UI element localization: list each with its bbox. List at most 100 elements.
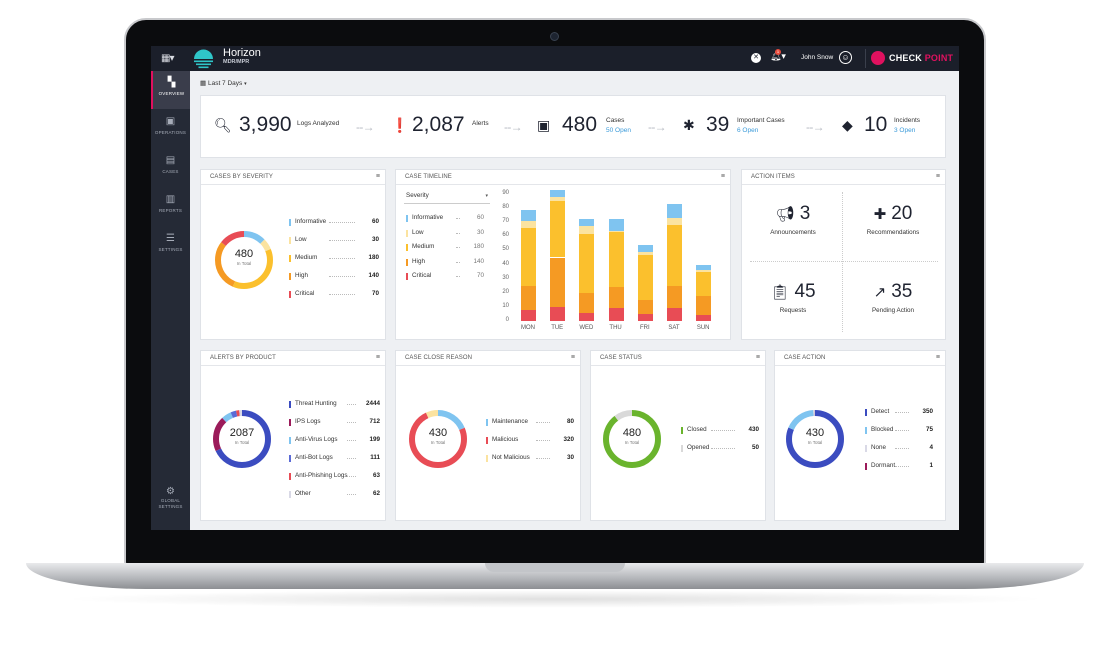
bar-segment[interactable] [521, 227, 536, 286]
panel-menu-icon[interactable]: ≡ [570, 354, 575, 361]
panel-menu-icon[interactable]: ≡ [375, 354, 380, 361]
donut-slice[interactable] [409, 410, 467, 468]
legend-label[interactable]: Informative [295, 218, 327, 225]
sidebar-item-cases[interactable]: ▤ CASES [151, 149, 190, 187]
legend-label[interactable]: Malicious [492, 436, 519, 443]
bar-segment[interactable] [608, 219, 624, 231]
legend-label[interactable]: Opened [687, 444, 710, 451]
bar-segment[interactable] [608, 287, 624, 309]
legend-value: 60 [476, 214, 484, 221]
donut-slice[interactable] [215, 231, 273, 289]
stat-value[interactable]: 10 [864, 113, 888, 136]
legend-label[interactable]: None [871, 444, 887, 451]
bar-segment[interactable] [521, 209, 536, 221]
close-icon[interactable]: ✕ [751, 53, 761, 63]
action-item-recommendations[interactable]: ✚ 20 Recommendations [848, 203, 938, 236]
bar-segment[interactable] [579, 226, 595, 234]
legend-label[interactable]: Low [295, 236, 307, 243]
legend-label[interactable]: Anti-Bot Logs [295, 454, 333, 461]
legend-label[interactable]: Informative [412, 214, 444, 221]
donut-slice[interactable] [409, 410, 467, 468]
bar-segment[interactable] [550, 196, 566, 202]
legend-label[interactable]: Anti-Virus Logs [295, 436, 338, 443]
user-avatar-icon[interactable]: ☺ [839, 51, 852, 64]
user-name[interactable]: John Snow [801, 54, 834, 61]
bar-segment[interactable] [696, 264, 712, 271]
stat-value[interactable]: 39 [706, 113, 730, 136]
legend-label[interactable]: Detect [871, 408, 890, 415]
legend-label[interactable]: Anti-Phishing Logs [295, 472, 348, 479]
bar-segment[interactable] [696, 295, 712, 316]
bar-segment[interactable] [696, 271, 712, 296]
legend-label[interactable]: High [295, 272, 308, 279]
bar-segment[interactable] [637, 313, 653, 321]
bar-segment[interactable] [696, 270, 712, 272]
sidebar-item-settings[interactable]: ☰ SETTINGS [151, 227, 190, 265]
donut-slice[interactable] [215, 231, 273, 289]
legend-label[interactable]: Maintenance [492, 418, 529, 425]
legend-label[interactable]: Medium [295, 254, 318, 261]
bar-segment[interactable] [637, 254, 653, 300]
bar-segment[interactable] [608, 232, 624, 288]
bar-segment[interactable] [550, 201, 566, 258]
bar-segment[interactable] [521, 220, 536, 228]
series-select[interactable]: Severity ▾ [404, 192, 490, 204]
bar-segment[interactable] [550, 189, 566, 197]
panel-menu-icon[interactable]: ≡ [935, 354, 940, 361]
bar-segment[interactable] [608, 308, 624, 321]
bar-segment[interactable] [550, 257, 566, 307]
bar-segment[interactable] [521, 309, 536, 321]
apps-grid-icon[interactable]: ▦▾ [161, 53, 175, 64]
sidebar-item-global-settings[interactable]: ⚙ GLOBAL SETTINGS [151, 480, 190, 524]
action-item-requests[interactable]: 📋︎ 45 Requests [748, 281, 838, 314]
bar-segment[interactable] [579, 292, 595, 313]
stat-value[interactable]: 480 [562, 113, 598, 136]
action-item-announcements[interactable]: 📢︎ 3 Announcements [748, 203, 838, 236]
bar-segment[interactable] [608, 230, 624, 233]
legend-label[interactable]: Other [295, 490, 311, 497]
bar-segment[interactable] [696, 315, 712, 321]
panel-menu-icon[interactable]: ≡ [375, 173, 380, 180]
bell-icon[interactable]: 🔔︎▾ [770, 51, 786, 61]
legend-label[interactable]: Dormant [871, 462, 896, 469]
legend-label[interactable]: IPS Logs [295, 418, 321, 425]
stat-sublabel[interactable]: 3 Open [894, 127, 916, 134]
panel-menu-icon[interactable]: ≡ [935, 173, 940, 180]
bar-segment[interactable] [579, 312, 595, 321]
bar-segment[interactable] [521, 285, 536, 310]
legend-label[interactable]: High [412, 257, 425, 265]
action-item-pending-action[interactable]: ↗ 35 Pending Action [848, 281, 938, 314]
date-range-selector[interactable]: ▦ Last 7 Days ▾ [200, 79, 247, 87]
bar-segment[interactable] [637, 244, 653, 252]
donut-slice[interactable] [786, 410, 844, 468]
bar-segment[interactable] [579, 233, 595, 293]
panel-menu-icon[interactable]: ≡ [720, 173, 725, 180]
sidebar-item-overview[interactable]: ▚ OVERVIEW [151, 71, 190, 109]
legend-label[interactable]: Blocked [871, 426, 894, 433]
legend-label[interactable]: Closed [687, 426, 707, 433]
sidebar-item-operations[interactable]: ▣ OPERATIONS [151, 110, 190, 148]
legend-label[interactable]: Threat Hunting [295, 400, 337, 407]
stat-sublabel[interactable]: 6 Open [737, 127, 759, 134]
bar-segment[interactable] [667, 203, 682, 218]
bar-segment[interactable] [637, 251, 653, 255]
legend-label[interactable]: Medium [412, 243, 435, 250]
bar-segment[interactable] [667, 308, 682, 321]
legend-label[interactable]: Low [412, 228, 424, 236]
bar-segment[interactable] [667, 225, 682, 286]
sidebar-item-reports[interactable]: ▥ REPORTS [151, 188, 190, 226]
panel-menu-icon[interactable]: ≡ [755, 354, 760, 361]
donut-slice[interactable] [215, 231, 273, 289]
bar-segment[interactable] [637, 299, 653, 314]
donut-slice[interactable] [603, 410, 661, 468]
bar-segment[interactable] [550, 306, 566, 321]
bar-segment[interactable] [579, 219, 595, 227]
bar-segment[interactable] [667, 217, 682, 226]
donut-slice[interactable] [213, 410, 271, 468]
donut-slice[interactable] [213, 410, 271, 468]
legend-label[interactable]: Not Malicious [492, 454, 530, 461]
legend-label[interactable]: Critical [295, 290, 315, 297]
stat-sublabel[interactable]: 50 Open [606, 127, 631, 134]
bar-segment[interactable] [667, 285, 682, 309]
legend-label[interactable]: Critical [412, 272, 432, 279]
